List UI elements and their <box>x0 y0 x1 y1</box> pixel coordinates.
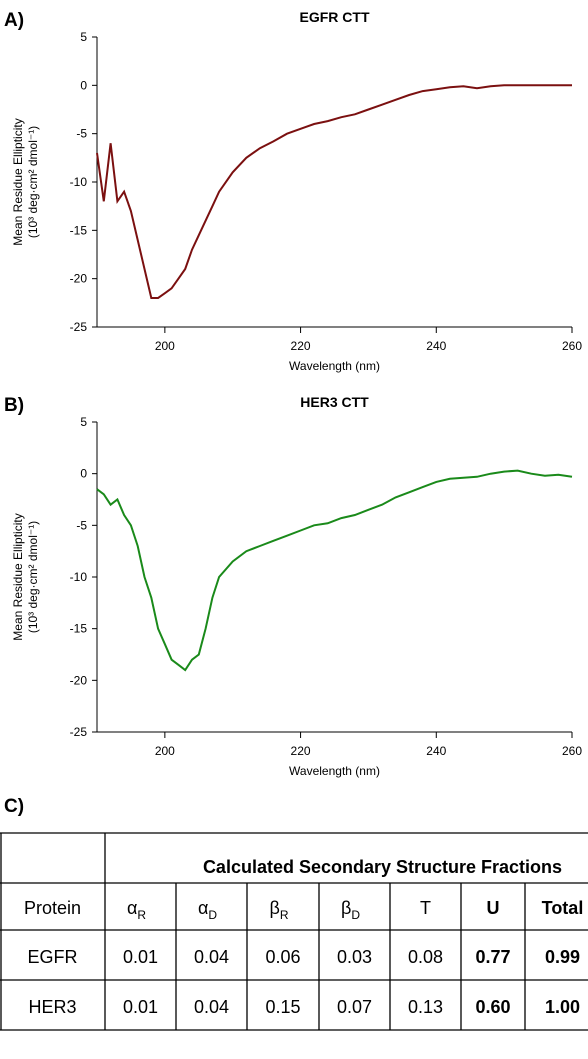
subscript: D <box>351 908 360 922</box>
y-tick-label: -15 <box>70 223 88 237</box>
x-tick-label: 200 <box>155 744 175 758</box>
subscript: R <box>137 908 146 922</box>
column-header: Protein <box>24 898 81 918</box>
table-cell: 0.04 <box>194 947 229 967</box>
x-tick-label: 260 <box>562 744 582 758</box>
y-tick-label: 0 <box>80 78 87 92</box>
table-cell: 0.04 <box>194 997 229 1017</box>
y-axis-label: Mean Residue Ellipticity <box>11 513 25 640</box>
column-header: βD <box>341 898 360 922</box>
column-header: αD <box>198 898 217 922</box>
chart-title: EGFR CTT <box>300 9 370 25</box>
column-header: T <box>420 898 431 918</box>
data-line <box>96 84 572 299</box>
x-tick-label: 240 <box>426 744 446 758</box>
data-line <box>96 469 573 672</box>
table-cell: 0.06 <box>265 947 300 967</box>
x-tick-label: 220 <box>291 744 311 758</box>
symbol: α <box>198 898 208 918</box>
y-tick-label: -20 <box>70 673 88 687</box>
panel-label: C) <box>4 796 24 817</box>
chart-title: HER3 CTT <box>300 394 369 410</box>
y-tick-label: -5 <box>76 127 87 141</box>
y-tick-label: -10 <box>70 175 88 189</box>
y-tick-label: 5 <box>80 415 87 429</box>
panel-label: B) <box>4 395 24 416</box>
subscript: R <box>280 908 289 922</box>
table-cell: 0.07 <box>337 997 372 1017</box>
y-axis-label: (10³ deg·cm² dmol⁻¹) <box>26 126 40 238</box>
table-cell: HER3 <box>28 997 76 1017</box>
y-axis-label: (10³ deg·cm² dmol⁻¹) <box>26 521 40 633</box>
x-tick-label: 200 <box>155 339 175 353</box>
table-cell: EGFR <box>27 947 77 967</box>
table-cell: 1.00 <box>545 997 580 1017</box>
y-tick-label: -10 <box>70 570 88 584</box>
table-cell: 0.08 <box>408 947 443 967</box>
y-tick-label: -5 <box>76 518 87 532</box>
y-tick-label: 5 <box>80 30 87 44</box>
y-tick-label: -25 <box>70 725 88 739</box>
table-cell: 0.99 <box>545 947 580 967</box>
table-cell: 0.13 <box>408 997 443 1017</box>
x-axis-label: Wavelength (nm) <box>289 764 380 778</box>
column-header: αR <box>127 898 146 922</box>
table-cell: 0.77 <box>475 947 510 967</box>
group-header: Calculated Secondary Structure Fractions <box>203 857 562 877</box>
panel-label: A) <box>4 10 24 31</box>
symbol: α <box>127 898 137 918</box>
y-tick-label: 0 <box>80 467 87 481</box>
symbol: β <box>269 898 279 918</box>
column-header: Total <box>542 898 584 918</box>
x-tick-label: 220 <box>291 339 311 353</box>
column-header: U <box>487 898 500 918</box>
table-cell: 0.01 <box>123 997 158 1017</box>
table-cell: 0.15 <box>265 997 300 1017</box>
symbol: β <box>341 898 351 918</box>
y-tick-label: -20 <box>70 272 88 286</box>
y-axis-label: Mean Residue Ellipticity <box>11 118 25 245</box>
x-axis-label: Wavelength (nm) <box>289 359 380 373</box>
y-tick-label: -25 <box>70 320 88 334</box>
y-tick-label: -15 <box>70 622 88 636</box>
table-cell: 0.01 <box>123 947 158 967</box>
x-tick-label: 240 <box>426 339 446 353</box>
column-header: βR <box>269 898 288 922</box>
x-tick-label: 260 <box>562 339 582 353</box>
table-cell: 0.60 <box>475 997 510 1017</box>
subscript: D <box>208 908 217 922</box>
table-cell: 0.03 <box>337 947 372 967</box>
